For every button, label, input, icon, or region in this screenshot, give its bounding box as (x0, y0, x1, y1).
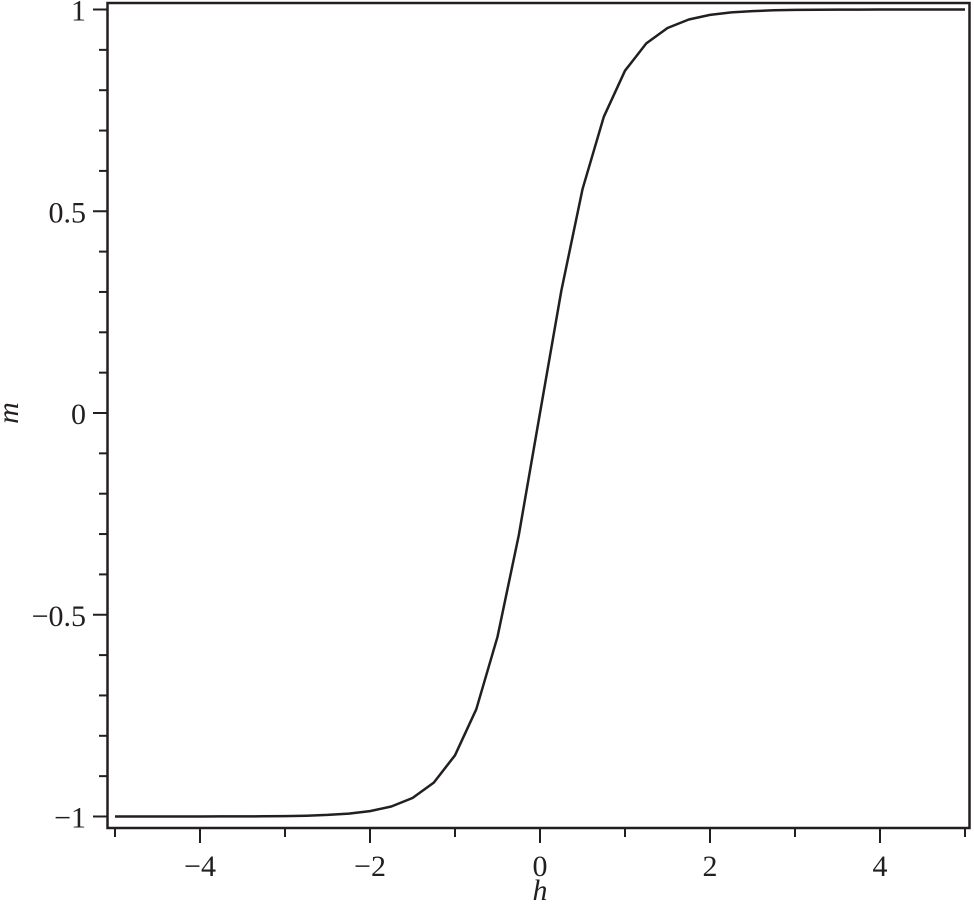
y-tick-label: 0.5 (49, 196, 87, 229)
series-group (115, 8, 965, 818)
x-axis-ticks: −4 −2 0 2 4 (114, 828, 966, 883)
y-tick-label: −1 (54, 802, 86, 835)
x-axis-label: h (533, 874, 548, 907)
y-tick-label: 1 (71, 0, 86, 28)
series-line (115, 8, 965, 818)
x-tick-label: 2 (703, 850, 718, 883)
x-tick-label: −2 (354, 850, 386, 883)
y-axis-ticks: −1 −0.5 0 0.5 1 (32, 0, 108, 835)
x-tick-label: 0 (533, 850, 548, 883)
y-tick-label: −0.5 (32, 600, 86, 633)
y-axis-label: m (0, 402, 25, 424)
plot-frame (106, 1, 971, 830)
x-tick-label: 4 (873, 850, 888, 883)
y-tick-label: 0 (71, 398, 86, 431)
x-tick-label: −4 (184, 850, 216, 883)
